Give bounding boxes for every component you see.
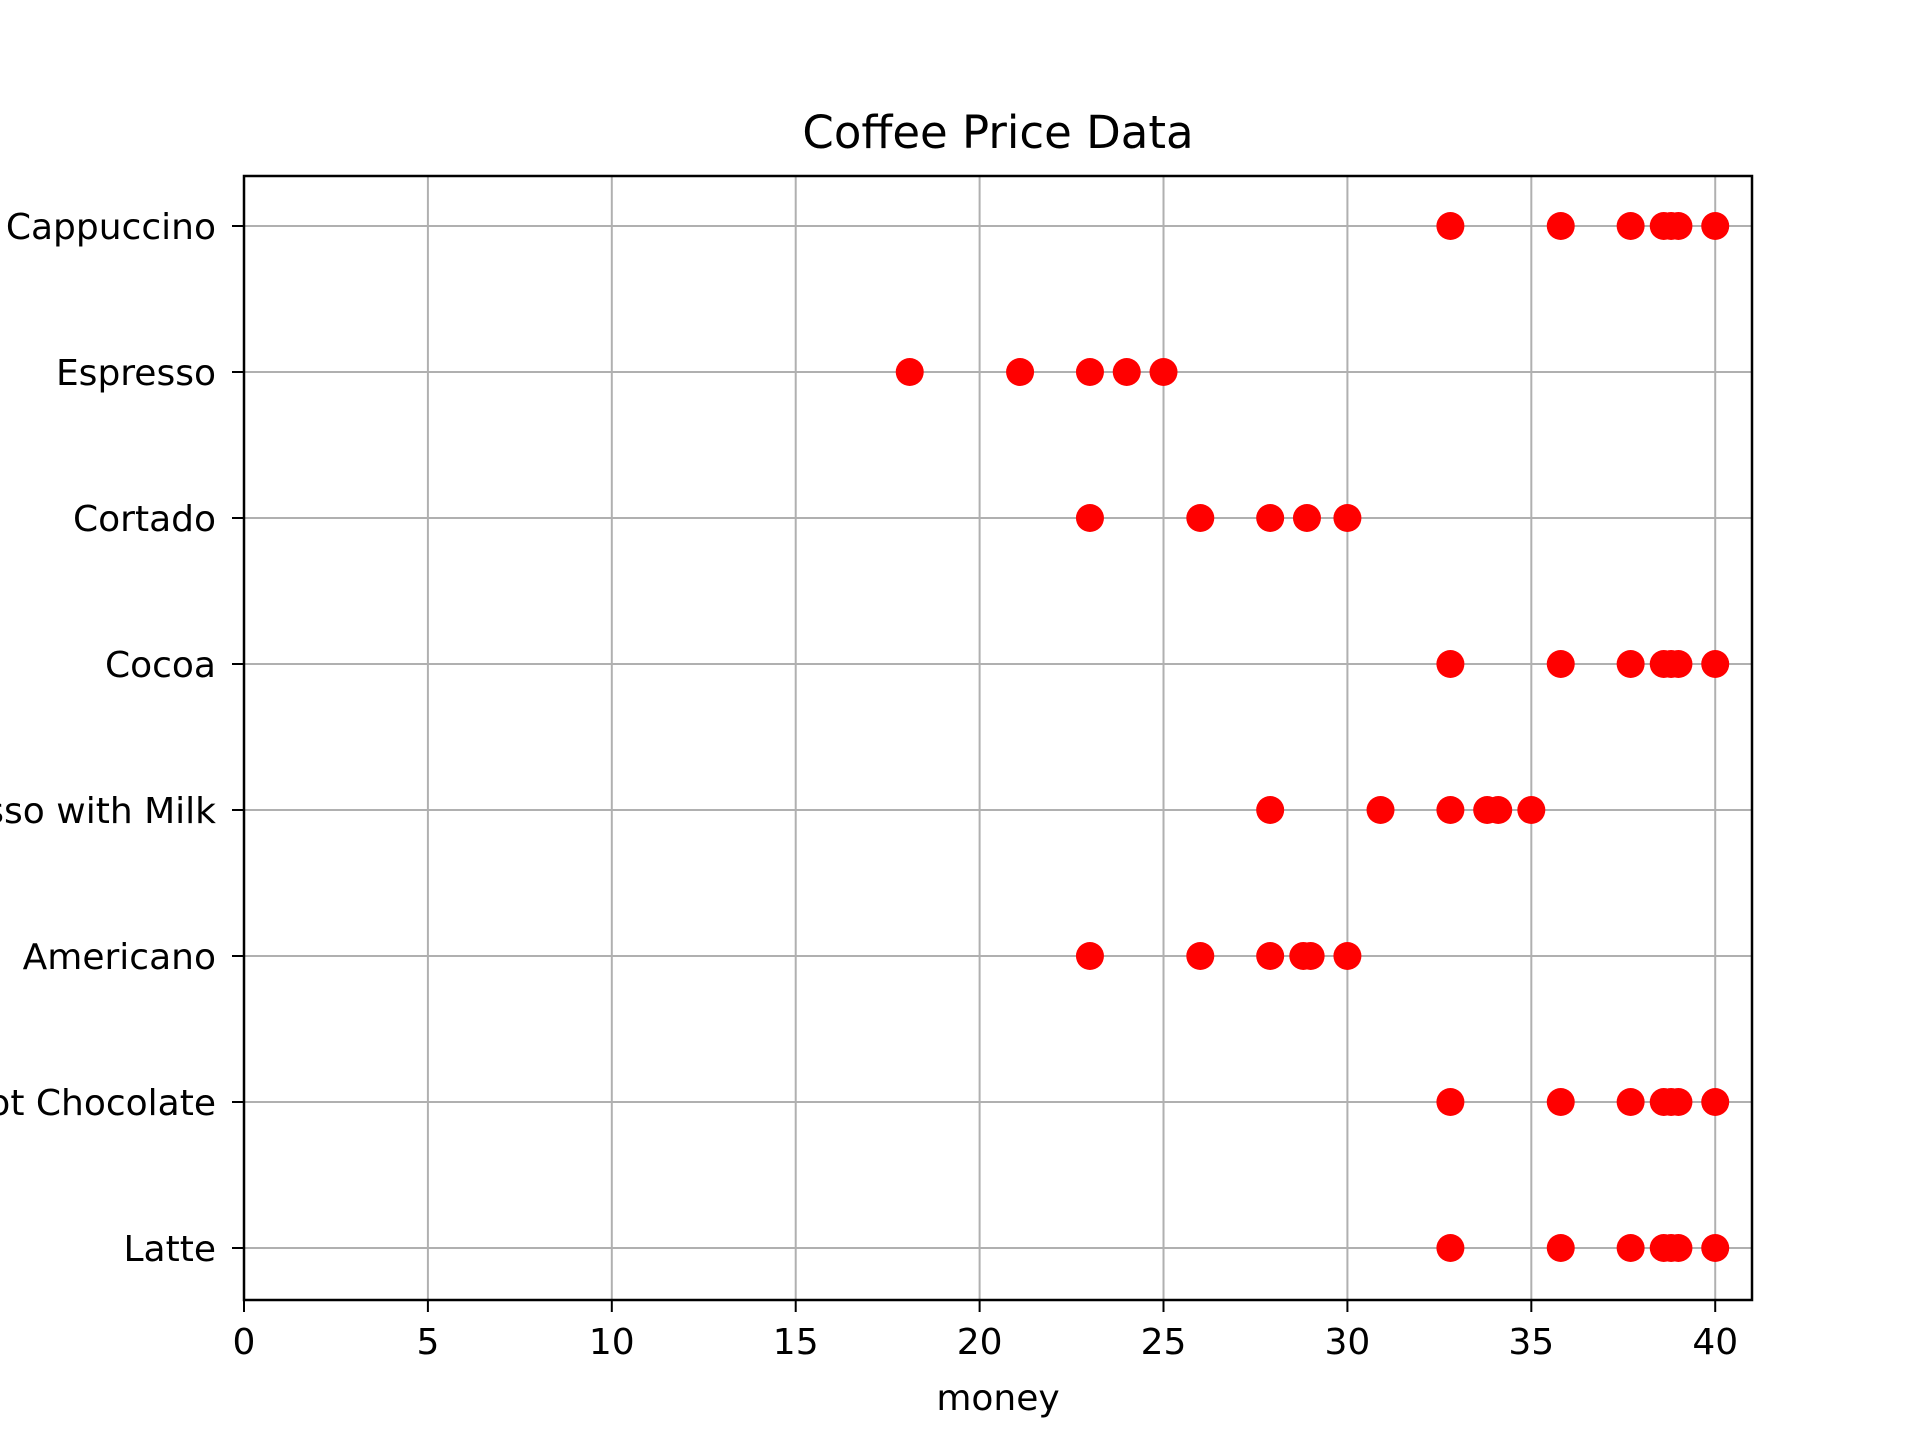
data-point <box>1296 942 1325 970</box>
x-tick-label: 30 <box>1325 1322 1371 1363</box>
data-point <box>1701 650 1730 678</box>
data-points <box>895 212 1730 1262</box>
data-point <box>1112 358 1141 386</box>
data-point <box>1186 942 1215 970</box>
data-point <box>1517 796 1546 824</box>
data-point <box>1436 1234 1465 1262</box>
x-tick-label: 35 <box>1508 1322 1554 1363</box>
x-tick-label: 10 <box>589 1322 635 1363</box>
x-tick-label: 20 <box>957 1322 1003 1363</box>
x-tick-label: 5 <box>416 1322 439 1363</box>
data-point <box>1546 1088 1575 1116</box>
data-point <box>1546 650 1575 678</box>
data-point <box>1664 212 1693 240</box>
data-point <box>1006 358 1035 386</box>
y-tick-label: Espresso <box>56 353 216 394</box>
x-axis-label: money <box>936 1378 1059 1419</box>
y-tick-label: Latte <box>124 1229 217 1270</box>
data-point <box>1436 650 1465 678</box>
plot-frame <box>242 174 1754 1302</box>
data-point <box>1616 1234 1645 1262</box>
data-point <box>1436 1088 1465 1116</box>
data-point <box>1484 796 1513 824</box>
data-point <box>1546 212 1575 240</box>
data-point <box>1616 212 1645 240</box>
data-point <box>1186 504 1215 532</box>
x-tick-label: 40 <box>1692 1322 1738 1363</box>
data-point <box>1701 1234 1730 1262</box>
data-point <box>1333 504 1362 532</box>
x-tick-label: 0 <box>233 1322 256 1363</box>
data-point <box>1149 358 1178 386</box>
data-point <box>1256 796 1285 824</box>
y-tick-label: Cortado <box>73 499 216 540</box>
grid <box>243 176 1752 1300</box>
data-point <box>1366 796 1395 824</box>
chart-title: Coffee Price Data <box>802 106 1193 159</box>
data-point <box>1616 1088 1645 1116</box>
x-axis-ticks: 0 5 10 15 20 25 30 35 40 <box>233 1300 1738 1363</box>
data-point <box>1256 504 1285 532</box>
y-tick-label: Hot Chocolate <box>0 1083 216 1124</box>
x-tick-label: 15 <box>773 1322 819 1363</box>
data-point <box>1701 212 1730 240</box>
data-point <box>1075 504 1104 532</box>
y-tick-label: Espresso with Milk <box>0 791 216 832</box>
data-point <box>1616 650 1645 678</box>
data-point <box>1333 942 1362 970</box>
data-point <box>1075 358 1104 386</box>
data-point <box>1664 650 1693 678</box>
data-point <box>895 358 924 386</box>
data-point <box>1256 942 1285 970</box>
data-point <box>1436 796 1465 824</box>
data-point <box>1292 504 1321 532</box>
x-tick-label: 25 <box>1141 1322 1187 1363</box>
data-point <box>1701 1088 1730 1116</box>
data-point <box>1436 212 1465 240</box>
data-point <box>1075 942 1104 970</box>
y-tick-label: Cocoa <box>105 645 216 686</box>
y-tick-label: Americano <box>23 937 216 978</box>
y-tick-label: Cappuccino <box>6 207 216 248</box>
data-point <box>1664 1234 1693 1262</box>
data-point <box>1546 1234 1575 1262</box>
data-point <box>1664 1088 1693 1116</box>
y-axis-ticks: Cappuccino Espresso Cortado Cocoa Espresso w… <box>0 207 244 1270</box>
